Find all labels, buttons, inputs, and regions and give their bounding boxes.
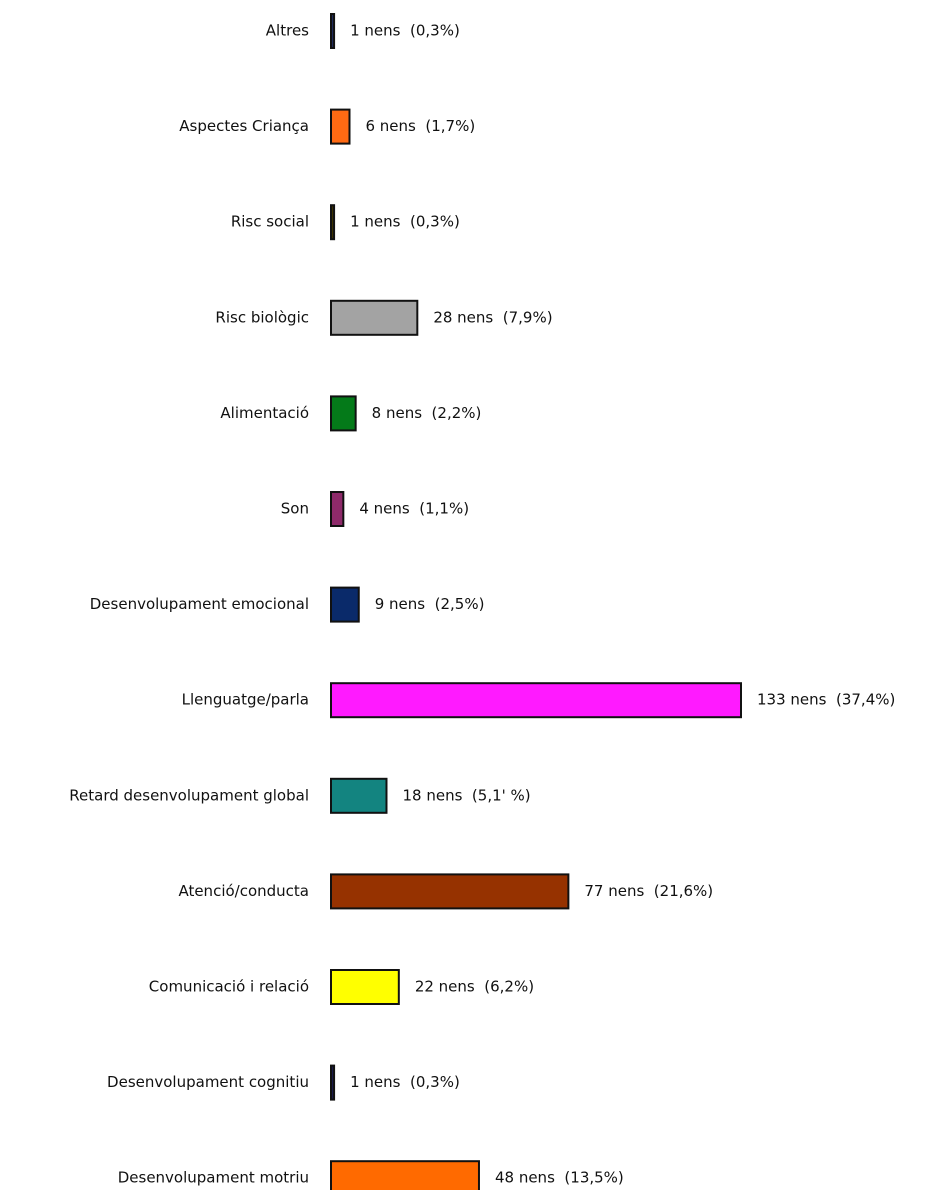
value-label: 6 nens (1,7%) xyxy=(365,117,475,135)
category-label: Desenvolupament emocional xyxy=(90,595,309,613)
category-labels: Altres Aspectes Criança Risc social Risc bi… xyxy=(69,22,309,1187)
category-label: Llenguatge/parla xyxy=(182,691,309,709)
value-label: 8 nens (2,2%) xyxy=(372,404,482,422)
category-label: Comunicació i relació xyxy=(149,978,309,996)
bar xyxy=(330,873,570,910)
bar xyxy=(330,299,419,336)
value-label: 1 nens (0,3%) xyxy=(350,1073,460,1091)
bar xyxy=(330,13,336,49)
category-label: Alimentació xyxy=(220,404,309,422)
bar xyxy=(330,777,388,814)
bar xyxy=(330,1064,336,1101)
value-label: 28 nens (7,9%) xyxy=(433,308,552,326)
value-label: 4 nens (1,1%) xyxy=(359,500,469,518)
value-label: 22 nens (6,2%) xyxy=(415,978,534,996)
bar xyxy=(330,586,360,623)
value-labels: 1 nens (0,3%) 6 nens (1,7%) 1 nens (0,3%) 2… xyxy=(350,22,895,1187)
value-label: 18 nens (5,1' %) xyxy=(402,786,530,804)
bar xyxy=(330,395,357,432)
value-label: 1 nens (0,3%) xyxy=(350,213,460,231)
bar xyxy=(330,491,345,527)
bar xyxy=(330,204,336,241)
bar xyxy=(330,682,742,719)
value-label: 1 nens (0,3%) xyxy=(350,22,460,40)
category-label: Altres xyxy=(266,22,309,40)
bar xyxy=(330,969,400,1005)
value-label: 133 nens (37,4%) xyxy=(757,691,895,709)
category-label: Risc biològic xyxy=(215,308,309,326)
value-label: 9 nens (2,5%) xyxy=(375,595,485,613)
category-label: Son xyxy=(281,500,309,518)
bars xyxy=(330,13,742,1190)
bar xyxy=(330,108,351,145)
category-label: Risc social xyxy=(231,213,309,231)
category-label: Desenvolupament cognitiu xyxy=(107,1073,309,1091)
category-label: Retard desenvolupament global xyxy=(69,786,309,804)
category-label: Aspectes Criança xyxy=(179,117,309,135)
category-label: Desenvolupament motriu xyxy=(118,1169,309,1187)
value-label: 77 nens (21,6%) xyxy=(584,882,713,900)
value-label: 48 nens (13,5%) xyxy=(495,1169,624,1187)
category-label: Atenció/conducta xyxy=(178,882,309,900)
bar xyxy=(330,1160,480,1190)
